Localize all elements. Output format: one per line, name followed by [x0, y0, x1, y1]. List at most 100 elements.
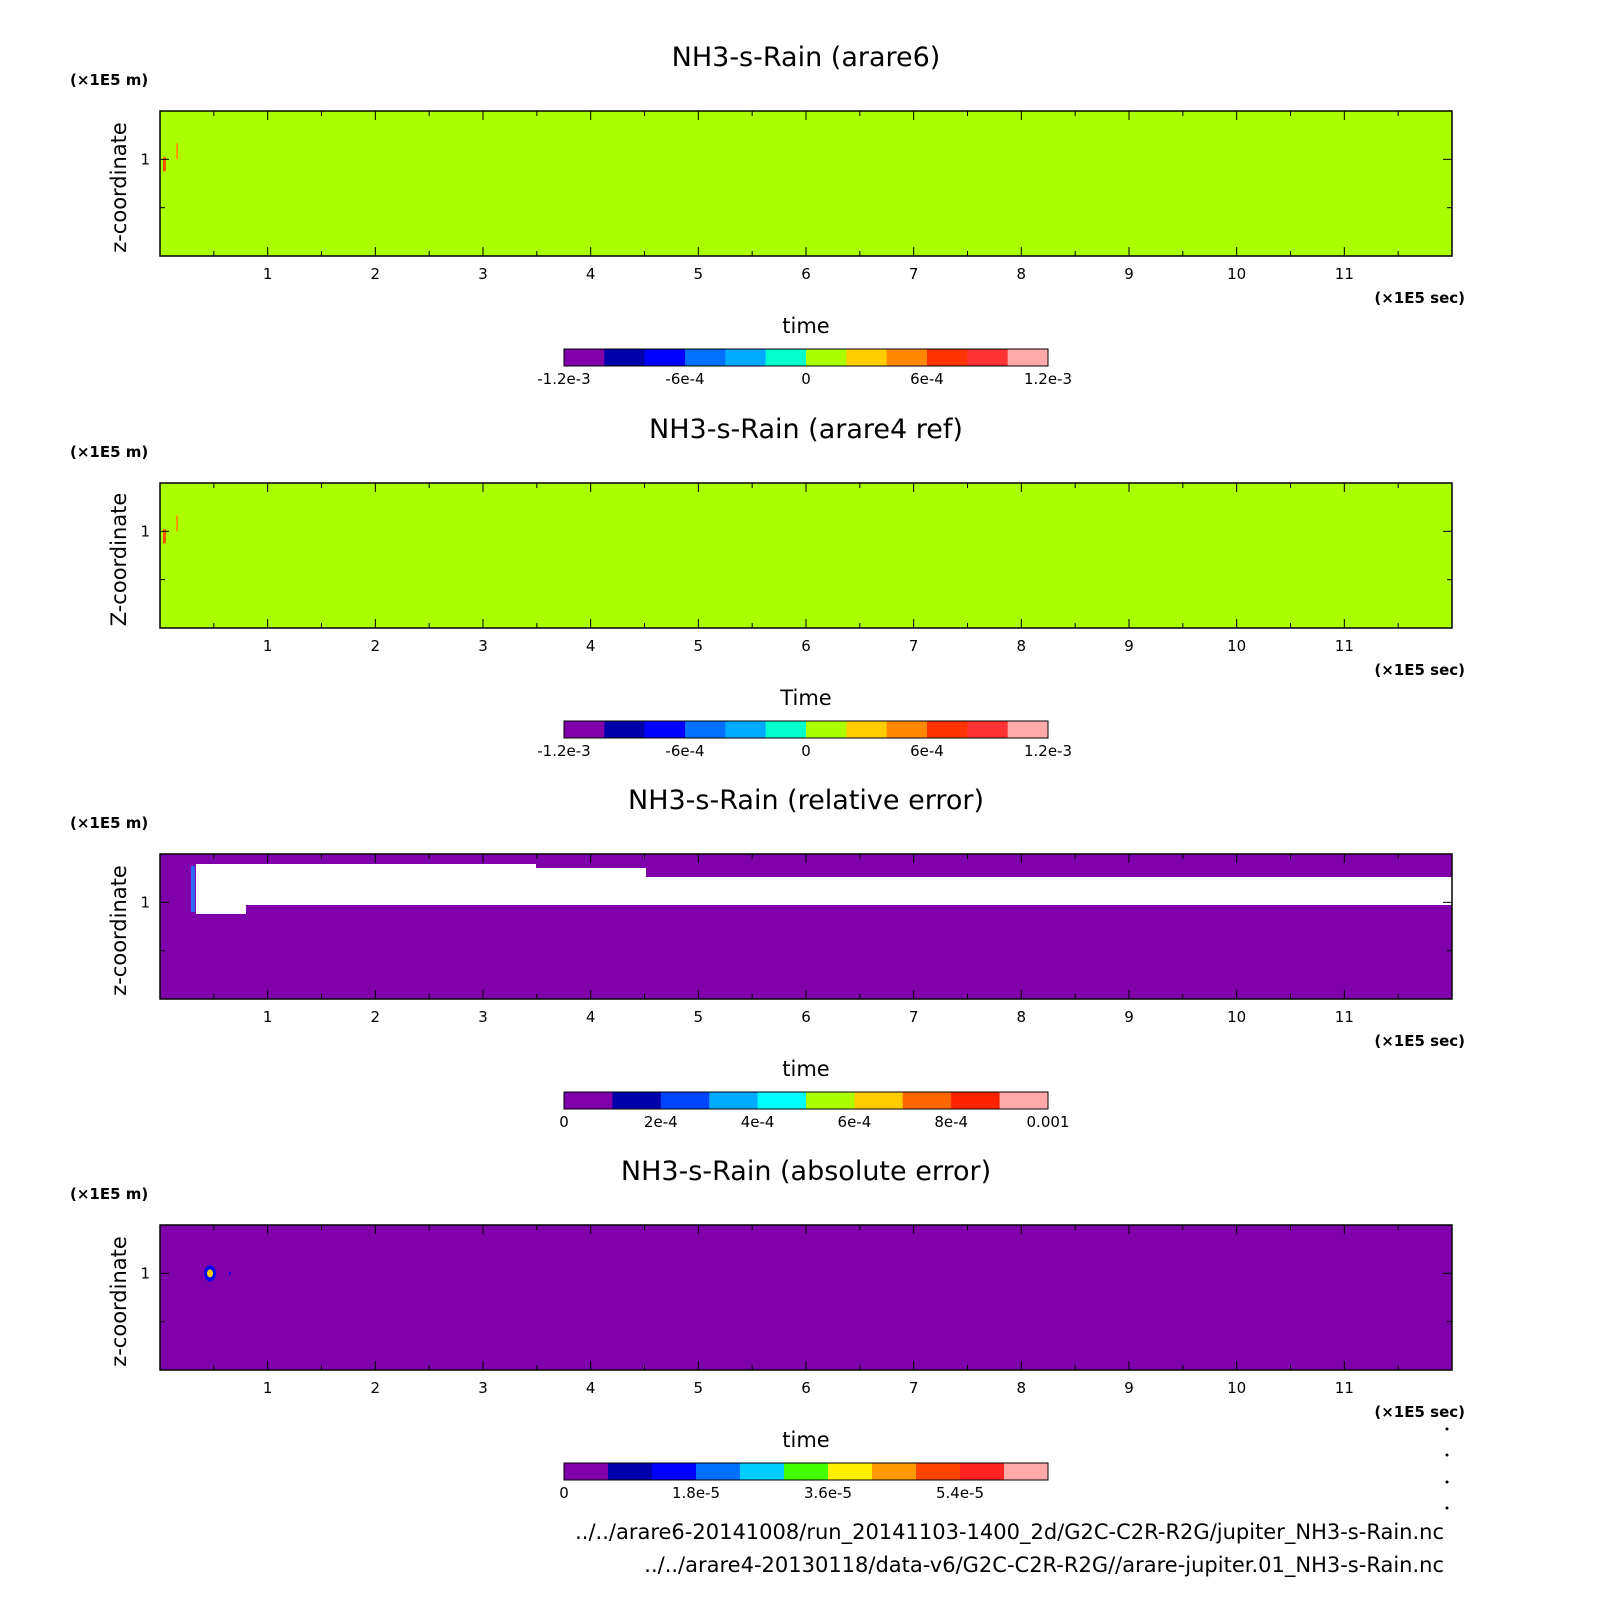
panel-1-x-label: time: [782, 314, 829, 338]
panel-3-colorbar-swatch: [806, 1092, 855, 1109]
panel-3-colorbar-label: 4e-4: [741, 1113, 775, 1131]
panel-2-feature-streak: [163, 529, 166, 544]
panel-4-y-unit: (×1E5 m): [70, 1185, 148, 1203]
panel-2-y-unit: (×1E5 m): [70, 443, 148, 461]
panel-2-feature-streak: [176, 515, 178, 532]
panel-1-x-tick-label: 7: [909, 265, 919, 283]
panel-1-feature-streak: [176, 143, 178, 160]
panel-1-x-tick-label: 10: [1227, 265, 1246, 283]
panel-3-x-tick-label: 9: [1124, 1008, 1134, 1026]
panel-1-x-tick-label: 3: [478, 265, 488, 283]
panel-4-x-tick-label: 4: [586, 1379, 596, 1397]
panel-3-y-label: z-coordinate: [107, 865, 131, 996]
panel-2-y-label: Z-coordinate: [107, 493, 131, 627]
panel-2-colorbar-label: 0: [801, 742, 811, 760]
panel-3-colorbar-swatch: [660, 1092, 710, 1109]
panel-1-x-tick-label: 11: [1335, 265, 1354, 283]
panel-1-y-label: z-coordinate: [107, 122, 131, 253]
panel-1-colorbar-frame: [563, 348, 1049, 367]
panel-1-colorbar-swatch: [685, 349, 726, 366]
panel-4-colorbar-label: 3.6e-5: [804, 1484, 852, 1502]
panel-2-x-tick-label: 11: [1335, 637, 1354, 655]
panel-1-colorbar-swatch: [846, 349, 888, 366]
panel-4-colorbar-swatch: [960, 1463, 1005, 1480]
panel-1-x-tick-label: 4: [586, 265, 596, 283]
panel-4-x-unit: (×1E5 sec): [1374, 1403, 1465, 1421]
panel-2-x-tick-label: 5: [694, 637, 704, 655]
panel-1-y-unit: (×1E5 m): [70, 71, 148, 89]
panel-4-y-label: z-coordinate: [107, 1236, 131, 1367]
panel-4-x-label: time: [782, 1428, 829, 1452]
panel-4-title: NH3-s-Rain (absolute error): [621, 1156, 991, 1187]
panel-2-colorbar-label: 6e-4: [910, 742, 944, 760]
panel-1-x-tick-label: 6: [801, 265, 811, 283]
panel-2-x-tick-label: 3: [478, 637, 488, 655]
panel-3-undefined-region: [196, 877, 1452, 905]
panel-2-colorbar-swatch: [564, 721, 605, 738]
panel-4-x-tick-label: 10: [1227, 1379, 1246, 1397]
source-file-path-2: ../../arare4-20130118/data-v6/G2C-C2R-R2…: [644, 1553, 1444, 1577]
panel-1-colorbar-swatch: [1007, 349, 1049, 366]
panel-4-y-tick-label: 1: [140, 1264, 150, 1282]
panel-3-colorbar-label: 0: [559, 1113, 569, 1131]
panel-3-colorbar-label: 8e-4: [934, 1113, 968, 1131]
panel-2-x-tick-label: 1: [263, 637, 273, 655]
panel-1-colorbar-swatch: [725, 349, 767, 366]
panel-4-colorbar-swatch: [872, 1463, 917, 1480]
panel-4-x-tick-label: 2: [371, 1379, 381, 1397]
panel-2-colorbar-swatch: [725, 721, 767, 738]
panel-4-x-tick-label: 7: [909, 1379, 919, 1397]
panel-4-field: [160, 1225, 1452, 1370]
panel-1-colorbar-swatch: [806, 349, 847, 366]
panel-2-colorbar-swatch: [604, 721, 646, 738]
panel-2-colorbar-swatch: [927, 721, 968, 738]
panel-3-edge-feature: [191, 866, 195, 912]
panel-3-colorbar-swatch: [951, 1092, 1001, 1109]
panel-2-x-tick-label: 2: [371, 637, 381, 655]
panel-3-x-tick-label: 2: [371, 1008, 381, 1026]
panel-3-colorbar-swatch: [902, 1092, 952, 1109]
panel-2-colorbar-swatch: [806, 721, 847, 738]
panel-2-x-tick-label: 10: [1227, 637, 1246, 655]
panel-4-x-tick-label: 11: [1335, 1379, 1354, 1397]
panel-2-colorbar-swatch: [765, 721, 807, 738]
panel-3-x-tick-label: 1: [263, 1008, 273, 1026]
panel-3-undefined-region: [196, 904, 246, 914]
panel-1-x-tick-label: 9: [1124, 265, 1134, 283]
panel-3-x-tick-label: 10: [1227, 1008, 1246, 1026]
panel-4-x-tick-label: 6: [801, 1379, 811, 1397]
panel-1-feature-streak: [163, 157, 166, 172]
panel-3-colorbar-swatch: [854, 1092, 904, 1109]
panel-2-colorbar-label: -6e-4: [665, 742, 704, 760]
panel-3-colorbar-swatch: [564, 1092, 613, 1109]
panel-2-x-tick-label: 7: [909, 637, 919, 655]
panel-1-colorbar-label: 0: [801, 370, 811, 388]
panel-2-colorbar-swatch: [1007, 721, 1049, 738]
panel-4-colorbar-swatch: [696, 1463, 741, 1480]
panel-3-x-tick-label: 3: [478, 1008, 488, 1026]
panel-2-colorbar-label: 1.2e-3: [1024, 742, 1072, 760]
panel-3-colorbar-swatch: [757, 1092, 807, 1109]
panel-2-colorbar-label: -1.2e-3: [537, 742, 590, 760]
panel-3-colorbar-frame: [563, 1091, 1049, 1110]
panel-3-x-tick-label: 11: [1335, 1008, 1354, 1026]
panel-2-colorbar-swatch: [846, 721, 888, 738]
panel-4-colorbar-swatch: [564, 1463, 609, 1480]
panel-2-x-label: Time: [779, 686, 831, 710]
panel-1-colorbar-label: 6e-4: [910, 370, 944, 388]
panel-3-x-tick-label: 5: [694, 1008, 704, 1026]
panel-4-colorbar-frame: [563, 1462, 1049, 1481]
panel-2-x-unit: (×1E5 sec): [1374, 661, 1465, 679]
panel-4-colorbar-swatch: [652, 1463, 697, 1480]
panel-4-colorbar-swatch: [608, 1463, 653, 1480]
panel-3-x-label: time: [782, 1057, 829, 1081]
panel-1-colorbar-swatch: [967, 349, 1009, 366]
margin-dot: [1445, 1506, 1449, 1510]
panel-3-colorbar-label: 0.001: [1027, 1113, 1070, 1131]
panel-1-x-tick-label: 5: [694, 265, 704, 283]
panel-2-colorbar-swatch: [685, 721, 726, 738]
panel-3-y-tick-label: 1: [140, 893, 150, 911]
panel-1-colorbar-swatch: [927, 349, 968, 366]
panel-4-colorbar-swatch: [740, 1463, 785, 1480]
